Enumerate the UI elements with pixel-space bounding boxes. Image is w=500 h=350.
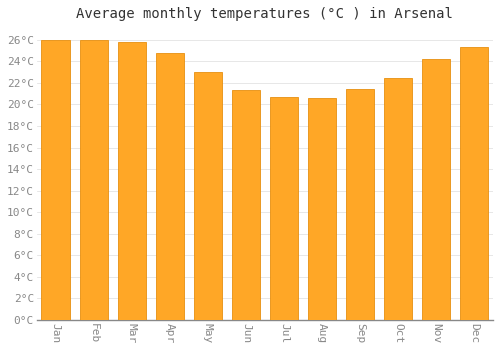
Bar	[460, 47, 488, 320]
Bar	[308, 98, 336, 320]
Bar	[118, 42, 146, 320]
Bar	[194, 72, 222, 320]
Bar	[156, 53, 184, 320]
Bar	[384, 78, 412, 320]
Bar	[80, 40, 108, 320]
Bar	[346, 89, 374, 320]
Bar	[232, 91, 260, 320]
Bar	[422, 59, 450, 320]
Title: Average monthly temperatures (°C ) in Arsenal: Average monthly temperatures (°C ) in Ar…	[76, 7, 454, 21]
Bar	[42, 40, 70, 320]
Bar	[270, 97, 298, 320]
